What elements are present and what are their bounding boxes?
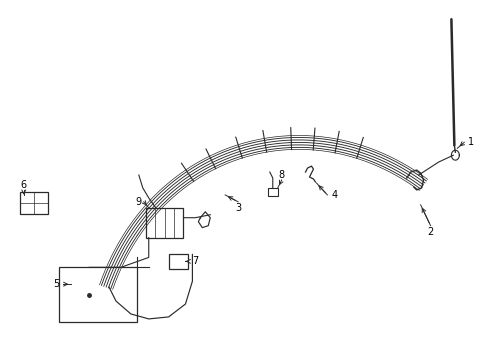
Text: 3: 3 xyxy=(235,203,241,213)
Text: 4: 4 xyxy=(330,190,337,200)
Bar xyxy=(60,267,137,322)
Text: 2: 2 xyxy=(427,226,433,237)
Bar xyxy=(168,255,188,269)
Bar xyxy=(145,208,183,238)
Bar xyxy=(267,188,277,196)
Bar xyxy=(20,192,47,214)
Text: 1: 1 xyxy=(467,137,473,147)
Text: 5: 5 xyxy=(53,279,60,289)
Text: 9: 9 xyxy=(136,197,142,207)
Text: 7: 7 xyxy=(192,256,198,266)
Text: 8: 8 xyxy=(278,170,284,180)
Text: 6: 6 xyxy=(20,180,27,190)
